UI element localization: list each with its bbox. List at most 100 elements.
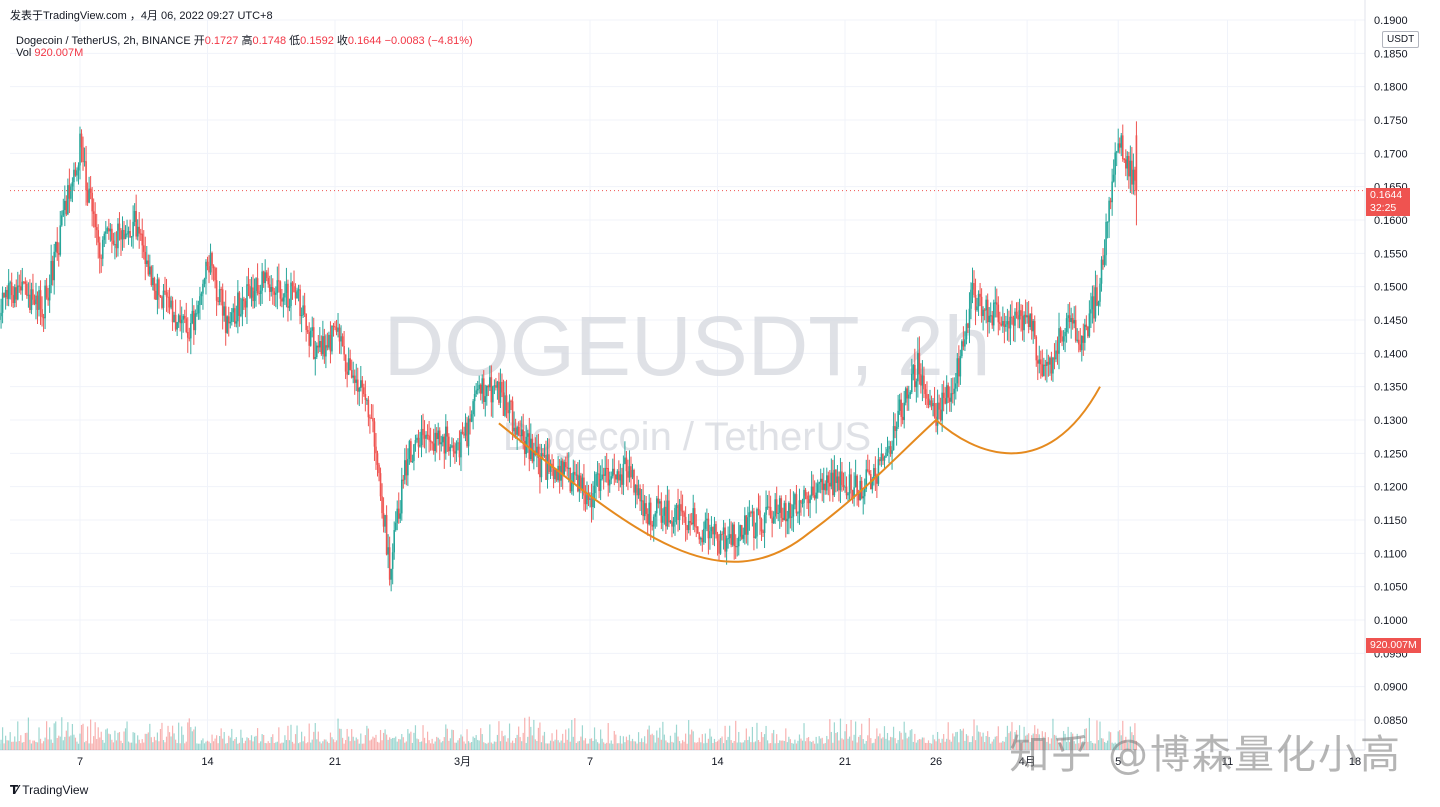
volume-bar	[222, 738, 224, 750]
candle-body	[1055, 350, 1057, 360]
tradingview-logo[interactable]: T⁄ TradingView	[10, 783, 88, 797]
volume-bar	[1038, 734, 1040, 750]
volume-bar	[753, 742, 755, 750]
volume-bar	[1037, 728, 1039, 750]
volume-bar	[126, 721, 128, 750]
candle-body	[961, 341, 963, 357]
volume-bar	[153, 736, 155, 750]
volume-bar	[716, 741, 719, 750]
volume-bar	[751, 726, 754, 750]
candle-body	[1128, 155, 1130, 177]
candle-body	[844, 486, 846, 488]
candle-body	[763, 514, 766, 533]
volume-bar	[422, 725, 424, 750]
candle-body	[97, 230, 100, 243]
candle-body	[730, 534, 732, 545]
candle-body	[431, 441, 433, 444]
candle-body	[545, 455, 547, 480]
volume-bar	[921, 737, 924, 750]
candle-body	[841, 471, 843, 486]
candle-body	[552, 467, 555, 480]
candle-body	[756, 509, 758, 537]
volume-bar	[710, 736, 713, 750]
candle-body	[930, 400, 933, 407]
volume-bar	[779, 740, 781, 750]
candle-body	[751, 511, 754, 514]
volume-bar	[302, 741, 304, 750]
candle-body	[992, 302, 995, 326]
volume-bar	[981, 736, 983, 750]
candle-body	[816, 483, 819, 493]
volume-bar	[454, 742, 456, 750]
volume-bar	[90, 719, 92, 750]
candle-body	[1021, 316, 1024, 331]
volume-bar	[782, 740, 784, 750]
candle-body	[953, 388, 956, 394]
candle-body	[461, 431, 464, 434]
candle-body	[1070, 318, 1072, 323]
candle-body	[275, 292, 277, 295]
candle-body	[1118, 143, 1121, 148]
volume-bar	[562, 733, 564, 750]
volume-bar	[290, 724, 292, 750]
candle-body	[353, 375, 356, 383]
volume-bar	[1087, 741, 1089, 750]
candle-body	[728, 534, 731, 539]
candle-body	[792, 504, 795, 517]
volume-bar	[49, 727, 51, 750]
candle-body	[929, 400, 931, 405]
candle-body	[1123, 159, 1126, 161]
volume-bar	[801, 740, 804, 750]
candle-body	[334, 326, 336, 328]
candle-body	[1097, 301, 1100, 306]
candle-body	[533, 450, 535, 462]
volume-bar	[65, 730, 67, 750]
candle-body	[955, 383, 957, 389]
volume-bar	[228, 735, 230, 750]
volume-bar	[1009, 731, 1012, 750]
volume-bar	[59, 736, 61, 750]
volume-bar	[627, 740, 629, 750]
volume-bar	[897, 739, 899, 750]
volume-bar	[238, 742, 240, 750]
candle-body	[604, 467, 606, 476]
volume-bar	[990, 743, 992, 750]
volume-bar	[484, 743, 486, 750]
volume-bar	[756, 722, 758, 750]
volume-bar	[225, 743, 227, 750]
volume-bar	[129, 742, 131, 750]
volume-bar	[830, 731, 832, 750]
candle-body	[492, 386, 494, 403]
volume-bar	[609, 743, 611, 750]
candle-body	[498, 381, 500, 403]
volume-bar	[1029, 741, 1031, 750]
volume-bar	[434, 741, 436, 750]
volume-bar	[806, 737, 808, 750]
volume-bar	[458, 738, 461, 750]
volume-bar	[416, 738, 418, 750]
candle-body	[662, 515, 664, 523]
currency-badge[interactable]: USDT	[1382, 31, 1420, 48]
volume-bar	[565, 729, 567, 750]
volume-bar	[754, 741, 757, 750]
volume-bar	[437, 737, 439, 750]
candle-body	[853, 487, 855, 499]
candle-body	[795, 494, 798, 514]
candle-body	[405, 460, 408, 476]
volume-bar	[864, 743, 866, 750]
candle-body	[842, 485, 845, 487]
volume-bar	[889, 736, 892, 750]
volume-bar	[269, 743, 271, 750]
volume-bar	[114, 730, 116, 750]
volume-bar	[724, 725, 726, 750]
volume-bar	[841, 738, 843, 750]
candle-body	[739, 525, 742, 537]
volume-bar	[273, 742, 275, 750]
volume-bar	[891, 737, 893, 750]
volume-bar	[540, 742, 543, 750]
candle-body	[501, 381, 503, 393]
candle-body	[194, 313, 197, 331]
candle-body	[1134, 169, 1136, 181]
volume-bar	[196, 743, 198, 750]
